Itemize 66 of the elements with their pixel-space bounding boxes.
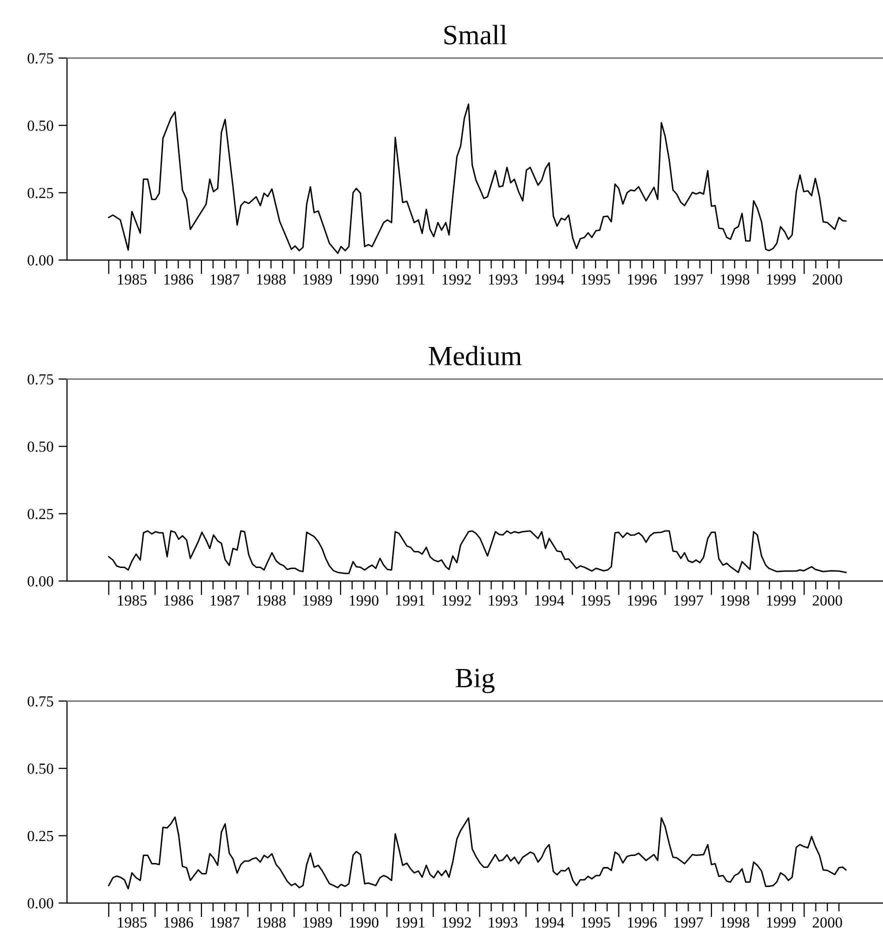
x-tick-label: 1994	[535, 595, 564, 606]
x-tick-label: 1994	[535, 274, 564, 285]
x-tick-label: 1992	[442, 274, 471, 285]
x-tick-label: 1986	[164, 595, 194, 606]
x-tick-label: 1988	[257, 595, 286, 606]
x-tick-label: 1991	[396, 274, 424, 285]
x-tick-label: 1992	[442, 595, 471, 606]
x-tick-label: 1992	[442, 917, 471, 928]
y-tick-label: 0.50	[28, 120, 54, 131]
x-tick-label: 1989	[303, 274, 332, 285]
x-tick-label: 1996	[628, 917, 657, 928]
x-tick-label: 1987	[210, 595, 240, 606]
line-series	[108, 530, 847, 574]
x-tick-label: 1991	[396, 917, 424, 928]
x-tick-label: 1993	[488, 917, 518, 928]
x-tick-label: 1990	[350, 917, 378, 928]
y-tick-label: 0.00	[28, 576, 54, 587]
x-tick-label: 1999	[767, 917, 796, 928]
x-tick-label: 1998	[720, 595, 750, 606]
x-tick-label: 1999	[767, 274, 796, 285]
x-tick-label: 1985	[118, 595, 147, 606]
y-tick-label: 0.25	[28, 508, 54, 520]
x-tick-label: 1986	[164, 917, 194, 928]
y-tick-label: 0.00	[28, 898, 54, 909]
y-tick-label: 0.00	[28, 255, 54, 266]
x-tick-label: 1995	[582, 274, 610, 285]
x-tick-label: 1995	[582, 595, 610, 606]
x-tick-label: 1997	[674, 917, 704, 928]
x-tick-label: 1985	[118, 274, 147, 285]
x-tick-label: 1985	[118, 917, 147, 928]
x-tick-label: 1988	[257, 274, 286, 285]
x-tick-label: 1990	[350, 595, 378, 606]
x-tick-label: 1994	[535, 917, 564, 928]
x-tick-label: 1995	[582, 917, 610, 928]
x-tick-label: 2000	[812, 917, 842, 928]
x-tick-label: 1987	[210, 274, 240, 285]
chart-title: Big	[456, 668, 495, 694]
line-series	[108, 816, 847, 890]
x-tick-label: 1996	[628, 595, 657, 606]
x-tick-label: 1989	[303, 917, 332, 928]
y-tick-label: 0.25	[28, 830, 54, 842]
chart-title: Medium	[428, 346, 522, 366]
x-tick-label: 1997	[674, 274, 704, 285]
y-tick-label: 0.75	[28, 53, 54, 64]
x-tick-label: 1986	[164, 274, 194, 285]
x-tick-label: 1997	[674, 595, 704, 606]
x-tick-label: 1990	[350, 274, 378, 285]
x-tick-label: 1998	[720, 917, 750, 928]
x-tick-label: 1991	[396, 595, 424, 606]
chart-title: Small	[444, 24, 507, 44]
x-tick-label: 1993	[488, 274, 518, 285]
x-tick-label: 1996	[628, 274, 657, 285]
y-tick-label: 0.75	[28, 374, 54, 385]
y-tick-label: 0.50	[28, 764, 54, 774]
x-tick-label: 1999	[767, 595, 796, 606]
x-tick-label: 1987	[210, 917, 240, 928]
x-tick-label: 2000	[812, 595, 842, 606]
x-tick-label: 1988	[257, 917, 286, 928]
x-tick-label: 1989	[303, 595, 332, 606]
y-tick-label: 0.25	[28, 188, 54, 198]
y-tick-label: 0.75	[28, 696, 54, 707]
y-tick-label: 0.50	[28, 442, 54, 452]
x-tick-label: 1998	[720, 274, 750, 285]
x-tick-label: 1993	[488, 595, 518, 606]
line-series	[108, 103, 847, 254]
x-tick-label: 2000	[812, 274, 842, 285]
